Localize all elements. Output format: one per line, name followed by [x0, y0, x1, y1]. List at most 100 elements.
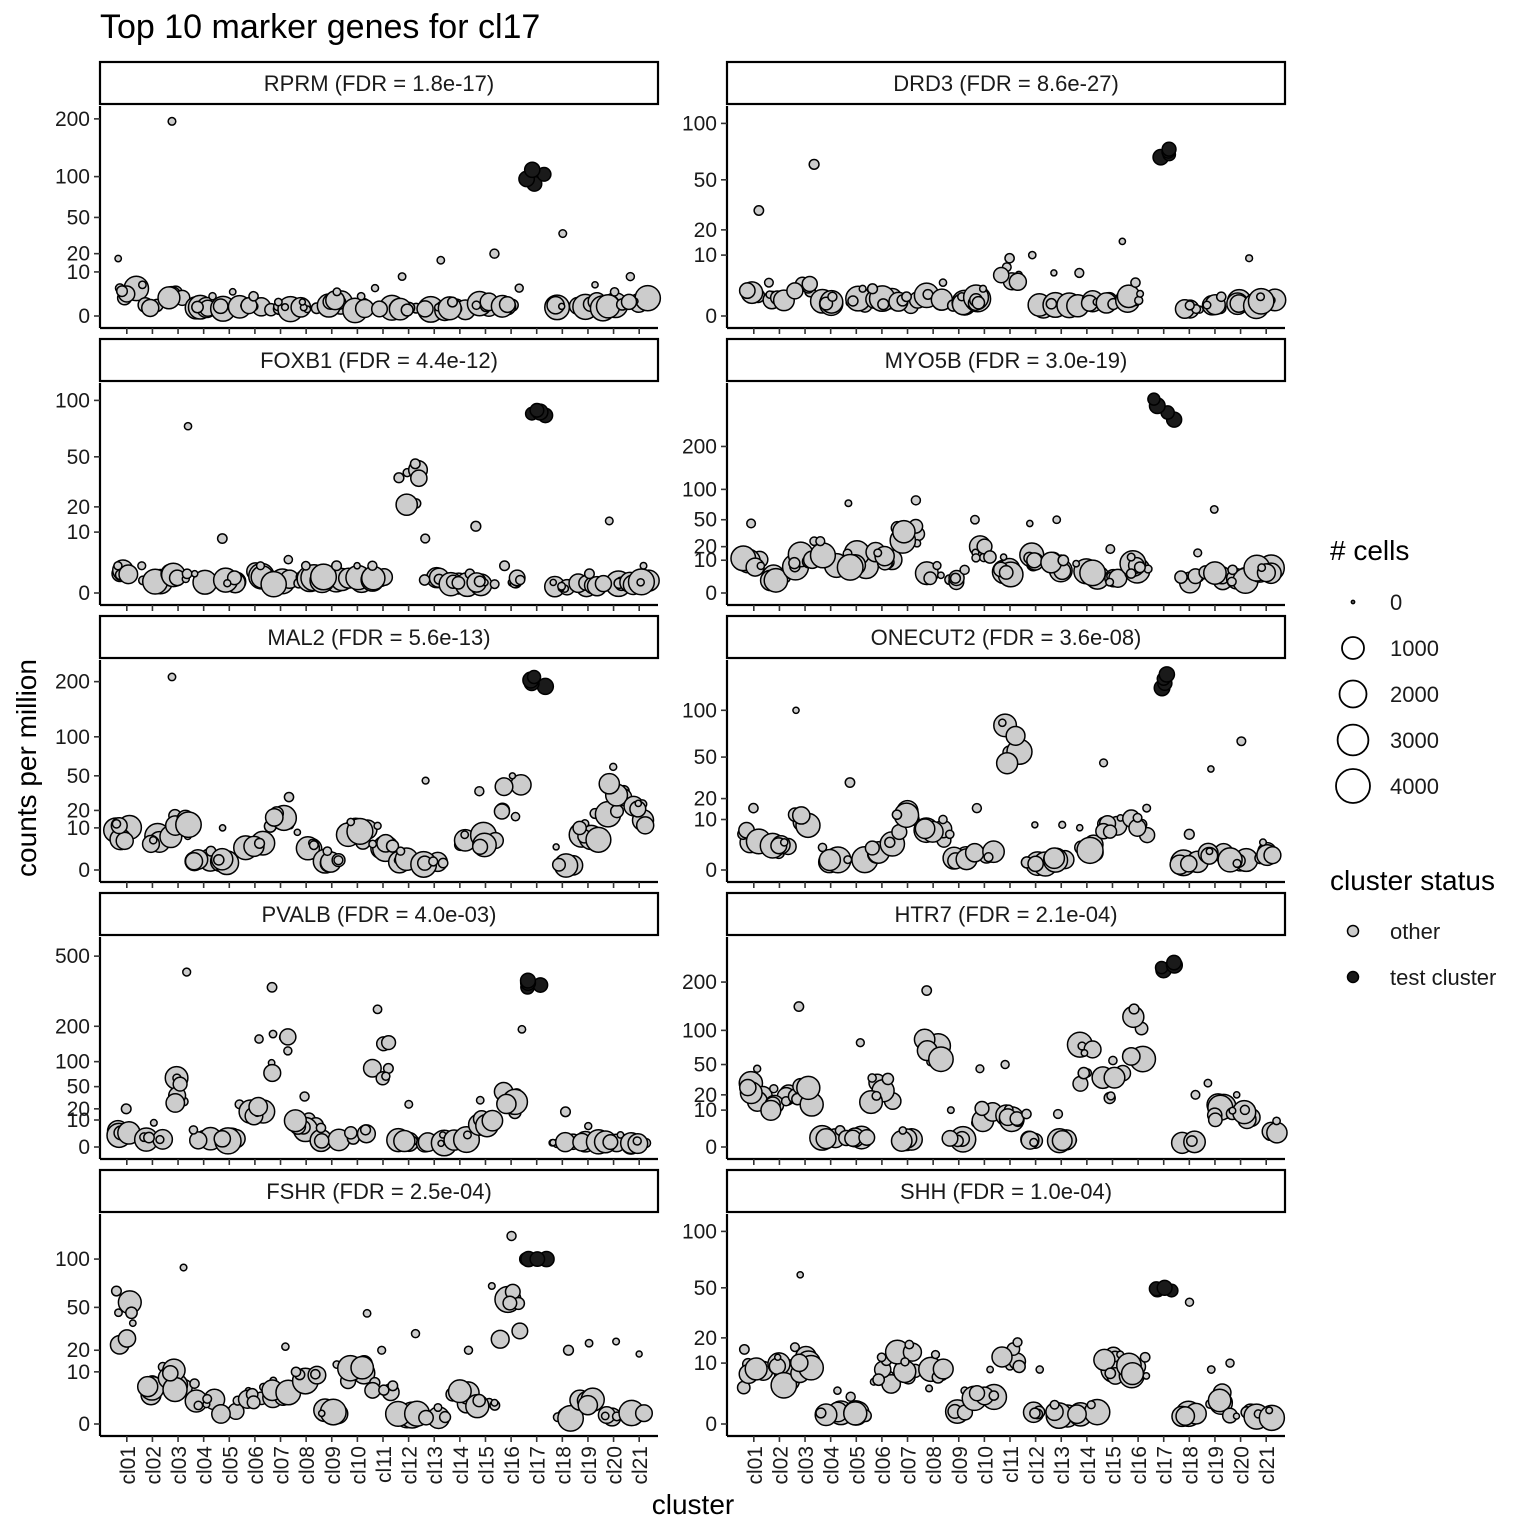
facet-strip	[98, 614, 660, 660]
cluster-point	[377, 1345, 387, 1355]
cluster-point	[1128, 1003, 1140, 1015]
cluster-point	[789, 1342, 800, 1353]
cluster-point	[904, 1339, 915, 1350]
cluster-point	[763, 277, 774, 288]
cluster-point	[639, 561, 648, 570]
cluster-point	[738, 1078, 757, 1097]
y-tick-label: 50	[694, 509, 717, 532]
cluster-point	[223, 578, 232, 588]
cluster-point	[872, 1373, 886, 1387]
cluster-point	[1104, 1367, 1117, 1380]
cluster-point	[1051, 1130, 1073, 1152]
cluster-point	[1126, 552, 1136, 562]
y-tick-label: 10	[67, 261, 90, 284]
cluster-point	[1202, 561, 1227, 585]
cluster-point	[809, 542, 837, 569]
cluster-point	[367, 560, 378, 572]
cluster-point	[136, 1375, 159, 1398]
cluster-point	[502, 1295, 518, 1311]
cluster-point	[508, 772, 517, 780]
cluster-point	[1244, 254, 1254, 263]
cluster-point	[395, 493, 419, 517]
x-tick-label: cl02	[142, 1446, 165, 1485]
cluster-point	[927, 1046, 954, 1073]
cluster-point	[162, 1376, 188, 1403]
cluster-point	[796, 1270, 805, 1279]
cluster-point	[1265, 1406, 1274, 1415]
cluster-point	[1184, 300, 1195, 311]
y-tick-label: 200	[55, 1015, 90, 1038]
cluster-point	[506, 1230, 517, 1242]
y-tick-label: 0	[78, 582, 90, 605]
cluster-point	[602, 1134, 619, 1151]
cluster-point	[128, 1319, 137, 1328]
test-cluster-point	[1147, 392, 1161, 406]
cluster-point	[844, 499, 853, 508]
cluster-point	[489, 579, 500, 590]
cluster-point	[437, 857, 449, 869]
cluster-point	[1000, 1059, 1010, 1070]
cluster-point	[847, 295, 859, 307]
test-cluster-point	[1166, 954, 1182, 971]
cluster-point	[796, 1075, 821, 1101]
size-legend-key	[1350, 599, 1356, 605]
x-tick-label: cl20	[604, 1446, 627, 1485]
cluster-point	[1052, 1108, 1064, 1120]
cluster-point	[264, 807, 284, 827]
cluster-point	[635, 1350, 643, 1358]
cluster-point	[1132, 812, 1143, 823]
y-tick-label: 100	[682, 1220, 717, 1243]
x-tick-label: cl15	[1102, 1446, 1125, 1485]
y-tick-label: 0	[705, 859, 717, 882]
cluster-point	[416, 300, 434, 318]
cluster-point	[359, 1124, 372, 1136]
y-tick-label: 20	[67, 496, 90, 519]
cluster-point	[266, 981, 278, 993]
cluster-point	[343, 1125, 358, 1140]
cluster-point	[118, 564, 139, 585]
cluster-point	[353, 561, 361, 570]
cluster-point	[748, 802, 759, 814]
cluster-point	[884, 836, 896, 849]
cluster-point	[420, 533, 431, 544]
y-tick-label: 20	[694, 219, 717, 242]
cluster-point	[620, 293, 638, 311]
cluster-point	[562, 1344, 575, 1356]
cluster-point	[986, 1365, 995, 1374]
x-tick-label: cl11	[373, 1446, 396, 1483]
cluster-point	[115, 285, 129, 298]
cluster-point	[511, 1322, 529, 1340]
cluster-point	[815, 1407, 827, 1419]
cluster-point	[280, 302, 290, 312]
cluster-point	[815, 536, 826, 547]
y-tick-label: 10	[67, 1109, 90, 1132]
y-tick-label: 20	[694, 1327, 717, 1350]
cluster-point	[1133, 561, 1146, 574]
cluster-point	[281, 1342, 290, 1351]
cluster-point	[300, 560, 311, 571]
cluster-point	[1207, 1112, 1223, 1128]
x-tick-label: cl03	[168, 1446, 191, 1485]
cluster-point	[246, 1395, 261, 1410]
test-cluster-point	[1161, 141, 1177, 157]
y-tick-label: 20	[67, 799, 90, 822]
x-tick-label: cl13	[424, 1446, 447, 1485]
cluster-point	[1029, 1137, 1039, 1148]
cluster-point	[1074, 267, 1085, 279]
cluster-point	[179, 1263, 188, 1272]
cluster-point	[474, 785, 485, 797]
status-legend-key	[1346, 970, 1360, 984]
cluster-point	[609, 804, 625, 819]
cluster-point	[447, 1379, 472, 1404]
cluster-point	[189, 1378, 200, 1389]
cluster-point	[248, 290, 259, 302]
cluster-point	[1106, 1091, 1116, 1101]
cluster-point	[1175, 1406, 1196, 1427]
cluster-point	[283, 1109, 308, 1133]
cluster-point	[1012, 1359, 1026, 1374]
cluster-point	[1226, 576, 1237, 587]
cluster-point	[433, 1402, 443, 1413]
cluster-point	[1098, 758, 1109, 768]
cluster-point	[983, 550, 997, 564]
